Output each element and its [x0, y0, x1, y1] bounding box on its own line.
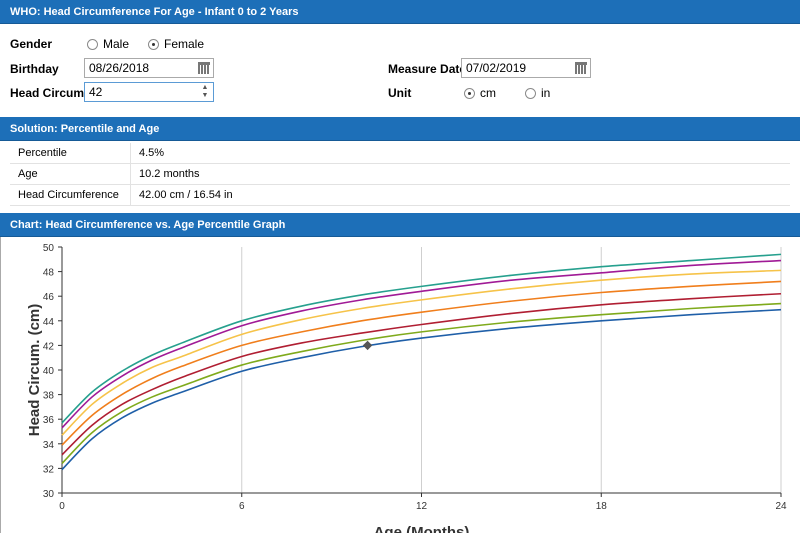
unit-cm-label: cm — [480, 86, 496, 100]
birthday-value: 08/26/2018 — [89, 61, 150, 75]
percentile-series-line-2 — [61, 292, 782, 456]
y-tick-label: 36 — [43, 415, 55, 426]
head-circumference-key: Head Circumference — [10, 184, 131, 206]
table-row: Head Circumference 42.00 cm / 16.54 in — [10, 184, 790, 206]
gender-female-label: Female — [164, 37, 205, 51]
x-tick-label: 18 — [596, 501, 608, 512]
y-axis-title: Head Circum. (cm) — [26, 304, 43, 437]
table-row: Age 10.2 months — [10, 163, 790, 185]
x-tick-label: 24 — [775, 501, 787, 512]
gender-label: Gender — [10, 37, 53, 51]
calendar-icon[interactable] — [575, 62, 587, 74]
solution-table: Percentile 4.5% Age 10.2 months Head Cir… — [10, 143, 790, 206]
head-circum-label: Head Circum — [10, 86, 85, 100]
spinner-arrows-icon[interactable]: ▲ ▼ — [201, 84, 209, 99]
percentile-series-line-4 — [61, 269, 782, 436]
y-tick-label: 48 — [43, 268, 55, 279]
gender-female-radio[interactable]: Female — [148, 37, 204, 51]
percentile-series-line-5 — [61, 259, 782, 429]
x-tick-label: 0 — [59, 501, 65, 512]
measurement-marker — [362, 340, 373, 351]
gender-male-label: Male — [103, 37, 130, 51]
percentile-value: 4.5% — [130, 143, 790, 164]
birthday-label: Birthday — [10, 62, 59, 76]
head-circum-value: 42 — [89, 85, 103, 99]
solution-panel-title: Solution: Percentile and Age — [0, 117, 800, 141]
age-value: 10.2 months — [130, 163, 790, 185]
y-tick-label: 44 — [43, 317, 55, 328]
x-tick-label: 12 — [416, 501, 428, 512]
form-panel-title: WHO: Head Circumference For Age - Infant… — [0, 0, 800, 24]
radio-checked-icon — [148, 38, 159, 50]
chart-panel-title: Chart: Head Circumference vs. Age Percen… — [0, 213, 800, 237]
radio-unchecked-icon — [525, 87, 536, 99]
y-tick-label: 50 — [43, 243, 55, 254]
age-key: Age — [10, 163, 131, 185]
unit-cm-radio[interactable]: cm — [464, 86, 496, 100]
radio-checked-icon — [464, 87, 475, 99]
measure-date-label: Measure Date — [388, 62, 467, 76]
unit-label: Unit — [388, 86, 412, 100]
percentile-series-line-6 — [61, 253, 782, 424]
percentile-key: Percentile — [10, 143, 131, 164]
x-axis-title: Age (Months) — [374, 524, 470, 533]
calendar-icon[interactable] — [198, 62, 210, 74]
y-tick-label: 34 — [43, 440, 55, 451]
gender-male-radio[interactable]: Male — [87, 37, 129, 51]
head-circum-input[interactable]: 42 ▲ ▼ — [84, 82, 214, 102]
birthday-input[interactable]: 08/26/2018 — [84, 58, 214, 78]
y-tick-label: 40 — [43, 366, 55, 377]
percentile-series-line-1 — [61, 302, 782, 465]
y-tick-label: 42 — [43, 341, 55, 352]
unit-in-radio[interactable]: in — [525, 86, 550, 100]
y-tick-label: 38 — [43, 391, 55, 402]
head-circumference-value: 42.00 cm / 16.54 in — [130, 184, 790, 206]
percentile-series-line-0 — [61, 308, 782, 471]
y-tick-label: 30 — [43, 489, 55, 500]
measure-date-input[interactable]: 07/02/2019 — [461, 58, 591, 78]
percentile-series-line-3 — [61, 280, 782, 446]
percentile-chart: 30 32 34 36 38 40 42 44 46 48 50 0 6 12 18 24 Head Circu… — [26, 243, 787, 533]
chart-frame: 30 32 34 36 38 40 42 44 46 48 50 0 6 12 18 24 Head Circu… — [0, 237, 800, 533]
measure-date-value: 07/02/2019 — [466, 61, 527, 75]
table-row: Percentile 4.5% — [10, 143, 790, 164]
x-tick-label: 6 — [239, 501, 245, 512]
radio-unchecked-icon — [87, 38, 98, 50]
y-tick-label: 32 — [43, 464, 55, 475]
y-tick-label: 46 — [43, 292, 55, 303]
unit-in-label: in — [541, 86, 551, 100]
